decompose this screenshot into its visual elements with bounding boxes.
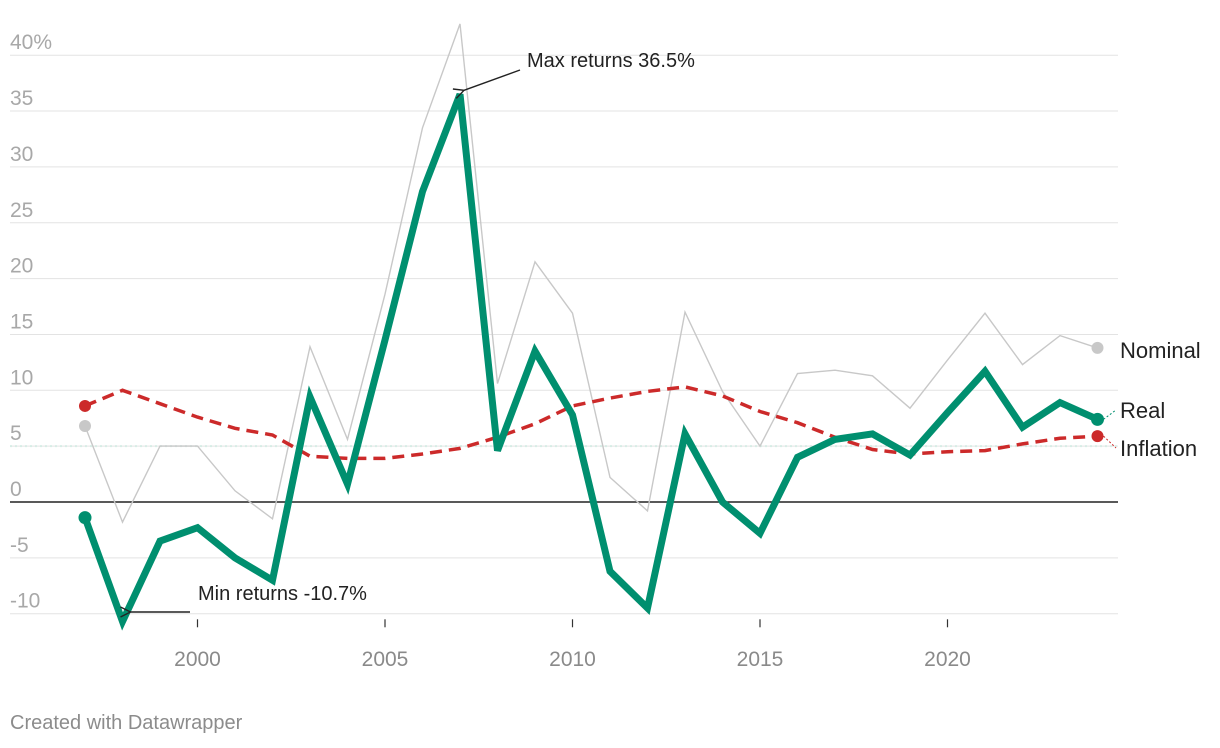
y-axis-ticks: 40% 35 30 25 20 15 10 5 0 -5 -10 <box>10 31 52 613</box>
y-tick-label: 35 <box>10 87 33 110</box>
label-leader <box>1103 435 1117 449</box>
y-tick-label: -10 <box>10 590 40 613</box>
y-tick-label: 25 <box>10 199 33 222</box>
y-tick-label: 20 <box>10 255 33 278</box>
y-tick-label: -5 <box>10 534 29 557</box>
footer-credit: Created with Datawrapper <box>10 712 243 734</box>
label-leader <box>1103 409 1117 420</box>
series-line-real <box>81 93 1099 631</box>
start-point-inflation <box>79 399 91 412</box>
series-line-nominal <box>84 23 1098 524</box>
y-tick-label: 0 <box>10 478 22 501</box>
series-endpoints <box>78 341 1104 525</box>
x-tick-label: 2020 <box>924 648 971 671</box>
end-point-real <box>1091 412 1104 426</box>
end-point-inflation <box>1091 430 1104 443</box>
reference-lines <box>10 445 1118 503</box>
y-tick-label: 40% <box>10 31 52 54</box>
x-tick-label: 2000 <box>174 648 221 671</box>
annotation-max-returns: Max returns 36.5% <box>527 50 695 72</box>
y-tick-label: 15 <box>10 310 33 333</box>
y-tick-label: 10 <box>10 366 33 389</box>
series-label-real: Real <box>1120 398 1165 423</box>
annotations: Max returns 36.5% Min returns -10.7% <box>131 50 695 612</box>
end-point-nominal <box>1091 341 1104 354</box>
x-axis-ticks: 2000 2005 2010 2015 2020 <box>174 619 971 671</box>
series-label-nominal: Nominal <box>1120 338 1201 363</box>
series-line-inflation <box>84 385 1098 461</box>
annotation-min-returns: Min returns -10.7% <box>198 583 367 605</box>
x-tick-label: 2005 <box>362 648 409 671</box>
x-tick-label: 2015 <box>737 648 784 671</box>
series-labels: Nominal Real Inflation <box>1103 338 1201 461</box>
y-tick-label: 30 <box>10 143 33 166</box>
gridlines <box>10 54 1118 615</box>
annotation-arrow-max <box>464 69 521 90</box>
series-label-inflation: Inflation <box>1120 436 1197 461</box>
y-tick-label: 5 <box>10 422 22 445</box>
series-lines <box>81 23 1099 631</box>
start-point-nominal <box>79 420 91 433</box>
start-point-real <box>78 511 92 525</box>
x-tick-label: 2010 <box>549 648 596 671</box>
